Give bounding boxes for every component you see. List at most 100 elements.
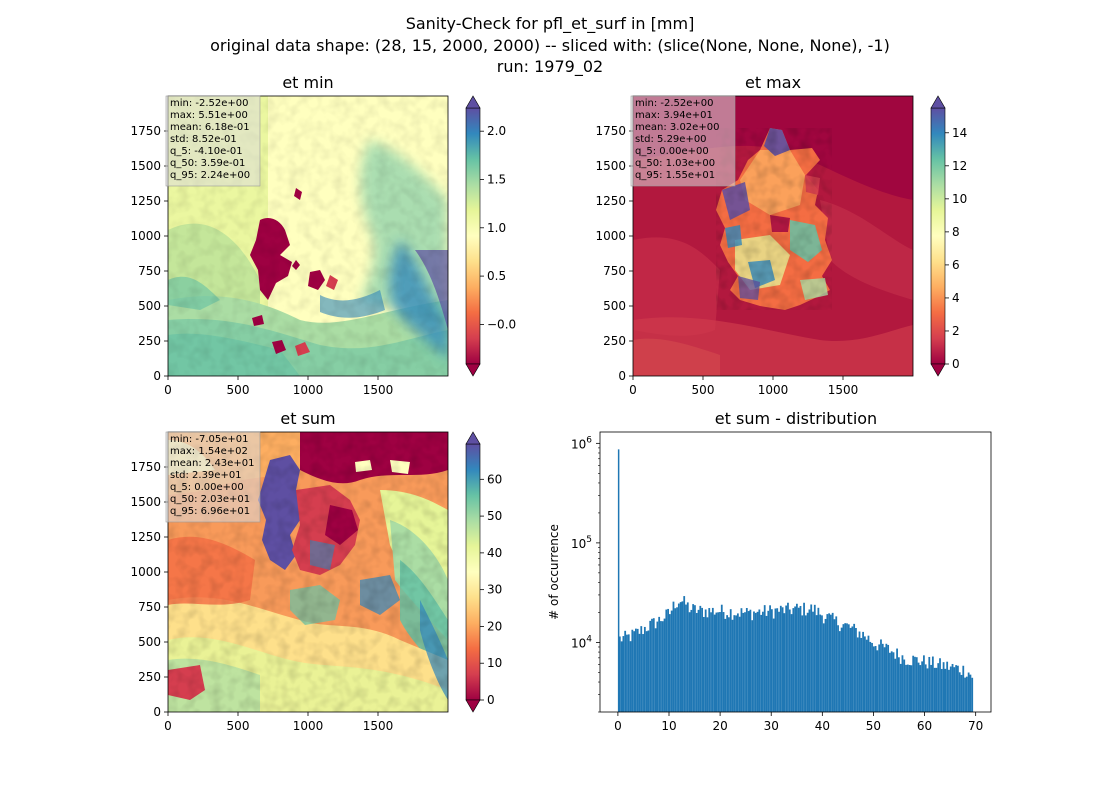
histogram-bar [867,635,870,712]
histogram-bar [647,630,650,712]
histogram-bar [801,615,804,712]
histogram-bar [787,602,789,712]
histogram-bar [794,606,797,712]
histogram-bar [715,612,718,712]
histogram-bar [633,631,636,712]
histogram-bar [969,674,972,712]
panel-et-sum-distribution: et sum - distribution 0 10 20 30 40 50 60 70 106… [547,409,992,733]
x-tick-label: 0 [164,383,172,397]
histogram-bar [958,672,961,712]
stats-line: q_95: 2.24e+00 [170,170,250,181]
stats-line: min: -2.52e+00 [170,98,249,109]
x-tick-label: 60 [917,719,932,733]
histogram-bar [808,609,811,712]
histogram-bar [676,607,678,712]
colorbar-tick-label: 40 [487,546,502,560]
histogram-bar [701,607,703,712]
stats-line: max: 3.94e+01 [635,110,713,121]
histogram-bar [810,604,813,712]
histogram-bar [711,607,714,712]
histogram-bar [855,627,857,712]
histogram-bar [813,604,816,712]
histogram-bar [692,604,695,712]
histogram-bar [640,626,643,712]
histogram-bar [926,668,929,712]
histogram-bar [838,631,841,712]
y-tick-label: 1000 [130,565,161,579]
histogram-bar [806,612,809,712]
y-tick-label: 0 [153,369,161,383]
histogram-ylabel: # of occurrence [547,524,561,620]
histogram-bar [899,663,902,712]
stats-line: q_95: 1.55e+01 [635,170,715,181]
histogram-bar [658,616,661,712]
histogram-bar [828,613,830,712]
histogram-bar [785,605,788,712]
panel-et-min: et min [130,73,516,397]
histogram-bar-spike [617,449,620,712]
axes-et-max: 0 500 1000 1500 0 250 500 750 1000 1250 1500 1750 [595,124,858,397]
histogram-bar [837,625,839,712]
histogram-bar [635,628,637,712]
x-tick-label: 0 [614,719,622,733]
histogram-bar [618,636,621,712]
histogram-bar [971,677,974,712]
histogram-bar [763,605,766,712]
suptitle-line-1: Sanity-Check for pfl_et_surf in [mm] [406,14,695,34]
histogram-bar [937,663,940,712]
colorbar-tick-label: 0 [952,357,960,371]
panel-et-sum: et sum [130,409,502,733]
x-tick-label: 500 [227,383,250,397]
histogram-bar [928,656,931,712]
histogram-bar [955,665,958,712]
y-tick-label: 1750 [130,460,161,474]
histogram-bar [631,629,634,712]
y-tick-label: 106 [571,435,592,451]
histogram-bar [649,620,652,712]
histogram-bar [853,623,856,712]
y-tick-label: 1250 [130,194,161,208]
x-tick-label: 1500 [828,383,859,397]
y-tick-label: 104 [571,634,592,650]
histogram-bar [826,614,829,712]
histogram-bar [840,627,843,712]
y-tick-label: 1750 [595,124,626,138]
colorbar-tick-label: 1.5 [487,172,506,186]
x-tick-label: 10 [661,719,676,733]
histogram-bar [872,646,875,712]
y-tick-label: 1000 [595,229,626,243]
histogram-bar [912,655,915,712]
colorbar-tick-label: 20 [487,619,502,633]
colorbar-tick-label: 14 [952,126,967,140]
histogram-bar [724,618,727,712]
histogram-bar [844,623,847,712]
histogram-bar [756,611,759,712]
histogram-bar [636,628,639,712]
y-tick-label: 1250 [130,530,161,544]
histogram-bar [706,617,709,712]
histogram-bar [930,664,932,712]
histogram-bar [962,665,965,712]
y-tick-label: 500 [138,635,161,649]
histogram-bar [740,608,743,712]
histogram-bar [772,618,775,712]
histogram-bar [738,616,741,712]
histogram-bar [923,655,925,712]
histogram-bar [890,651,893,712]
histogram-bars [617,449,974,712]
histogram-bar [726,615,729,712]
histogram-bar [760,614,763,712]
colorbar-tick-label: 60 [487,472,502,486]
histogram-bar [753,611,755,712]
histogram-bar [889,652,891,712]
histogram-bar [758,609,761,712]
colorbar-tick-label: 12 [952,159,967,173]
histogram-bar [824,618,827,712]
stats-box-et-max: min: -2.52e+00 max: 3.94e+01 mean: 3.02e… [630,95,736,187]
histogram-bar [778,611,780,712]
stats-line: q_5: 0.00e+00 [170,482,244,493]
suptitle-line-3: run: 1979_02 [497,57,603,77]
x-tick-label: 20 [712,719,727,733]
histogram-bar [803,602,805,712]
